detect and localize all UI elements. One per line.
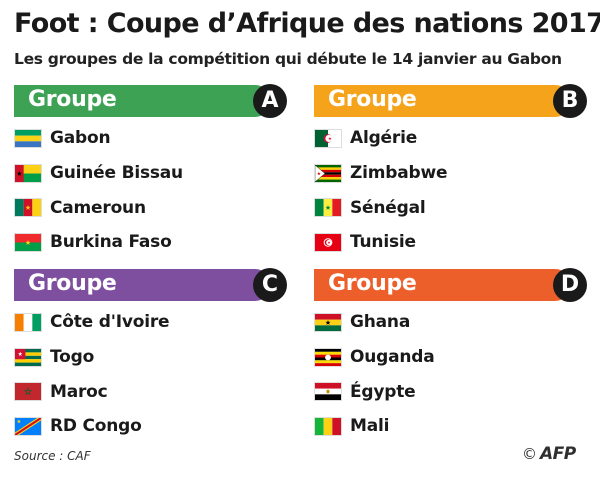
flag-gabon-icon	[14, 128, 42, 148]
flag-egypt-icon	[314, 382, 342, 402]
flag-cameroon-icon	[14, 198, 42, 218]
flag-senegal-icon	[314, 198, 342, 218]
flag-uganda-icon	[314, 347, 342, 367]
group-c-team-list: Côte d'Ivoire Togo Maroc RD Congo	[14, 305, 170, 444]
credit: © AFP	[522, 444, 576, 464]
afp-logo: AFP	[540, 444, 576, 464]
team-name: Tunisie	[350, 232, 416, 253]
flag-tunisia-icon	[314, 232, 342, 252]
group-b-label: Groupe	[328, 87, 417, 112]
group-b-banner-bar	[314, 85, 571, 117]
team-item: Zimbabwe	[314, 156, 448, 191]
group-c-letter-badge: C	[253, 268, 287, 302]
group-d: Groupe D Ghana Ouganda Égypte Mali	[314, 268, 587, 436]
team-item: Ghana	[314, 305, 435, 340]
group-a: Groupe A Gabon Guinée Bissau Cameroun B	[14, 84, 287, 252]
team-item: RD Congo	[14, 409, 169, 444]
page-title: Foot : Coupe d’Afrique des nations 2017	[14, 8, 600, 39]
team-item: Cameroun	[14, 190, 183, 225]
team-name: RD Congo	[50, 416, 142, 437]
team-name: Togo	[50, 347, 95, 368]
group-c-banner: Groupe C	[14, 268, 287, 302]
source-note: Source : CAF	[14, 449, 91, 463]
group-d-label: Groupe	[328, 271, 417, 296]
group-a-team-list: Gabon Guinée Bissau Cameroun Burkina Fas…	[14, 121, 183, 260]
group-d-letter-badge: D	[553, 268, 587, 302]
flag-zimbabwe-icon	[314, 163, 342, 183]
team-item: Côte d'Ivoire	[14, 305, 170, 340]
team-name: Maroc	[50, 381, 108, 402]
team-name: Guinée Bissau	[50, 163, 183, 184]
group-d-banner: Groupe D	[314, 268, 587, 302]
flag-dr-congo-icon	[14, 416, 42, 436]
team-name: Mali	[350, 416, 390, 437]
group-d-team-list: Ghana Ouganda Égypte Mali	[314, 305, 435, 444]
group-a-banner: Groupe A	[14, 84, 287, 118]
team-name: Sénégal	[350, 197, 426, 218]
team-item: Togo	[14, 340, 169, 375]
flag-guinea-bissau-icon	[14, 163, 42, 183]
flag-algeria-icon	[314, 128, 342, 148]
team-item: Ouganda	[314, 340, 435, 375]
flag-burkina-faso-icon	[14, 232, 42, 252]
team-item: Sénégal	[314, 190, 447, 225]
team-item: Guinée Bissau	[14, 156, 183, 191]
group-b-banner: Groupe B	[314, 84, 587, 118]
group-c-label: Groupe	[28, 271, 117, 296]
team-name: Algérie	[350, 128, 418, 149]
flag-mali-icon	[314, 416, 342, 436]
team-item: Égypte	[314, 374, 435, 409]
team-name: Zimbabwe	[350, 163, 448, 184]
team-item: Mali	[314, 409, 435, 444]
group-a-banner-bar	[14, 85, 271, 117]
team-name: Cameroun	[50, 197, 146, 218]
team-item: Tunisie	[314, 225, 447, 260]
group-c: Groupe C Côte d'Ivoire Togo Maroc RD Co	[14, 268, 287, 436]
team-name: Ouganda	[350, 347, 435, 368]
flag-morocco-icon	[14, 382, 42, 402]
team-name: Côte d'Ivoire	[50, 312, 170, 333]
team-name: Burkina Faso	[50, 232, 172, 253]
page-subtitle: Les groupes de la compétition qui débute…	[14, 50, 562, 68]
team-item: Maroc	[14, 374, 169, 409]
team-name: Gabon	[50, 128, 111, 149]
team-item: Burkina Faso	[14, 225, 183, 260]
group-c-banner-bar	[14, 269, 271, 301]
copyright-symbol: ©	[522, 445, 537, 463]
group-a-label: Groupe	[28, 87, 117, 112]
team-name: Égypte	[350, 381, 416, 402]
group-b: Groupe B Algérie Zimbabwe Sénégal Tunis	[314, 84, 587, 252]
team-item: Gabon	[14, 121, 183, 156]
group-a-letter-badge: A	[253, 84, 287, 118]
group-d-banner-bar	[314, 269, 571, 301]
group-b-team-list: Algérie Zimbabwe Sénégal Tunisie	[314, 121, 448, 260]
team-item: Algérie	[314, 121, 447, 156]
flag-togo-icon	[14, 347, 42, 367]
flag-ghana-icon	[314, 312, 342, 332]
group-b-letter-badge: B	[553, 84, 587, 118]
flag-ivory-coast-icon	[14, 312, 42, 332]
team-name: Ghana	[350, 312, 411, 333]
